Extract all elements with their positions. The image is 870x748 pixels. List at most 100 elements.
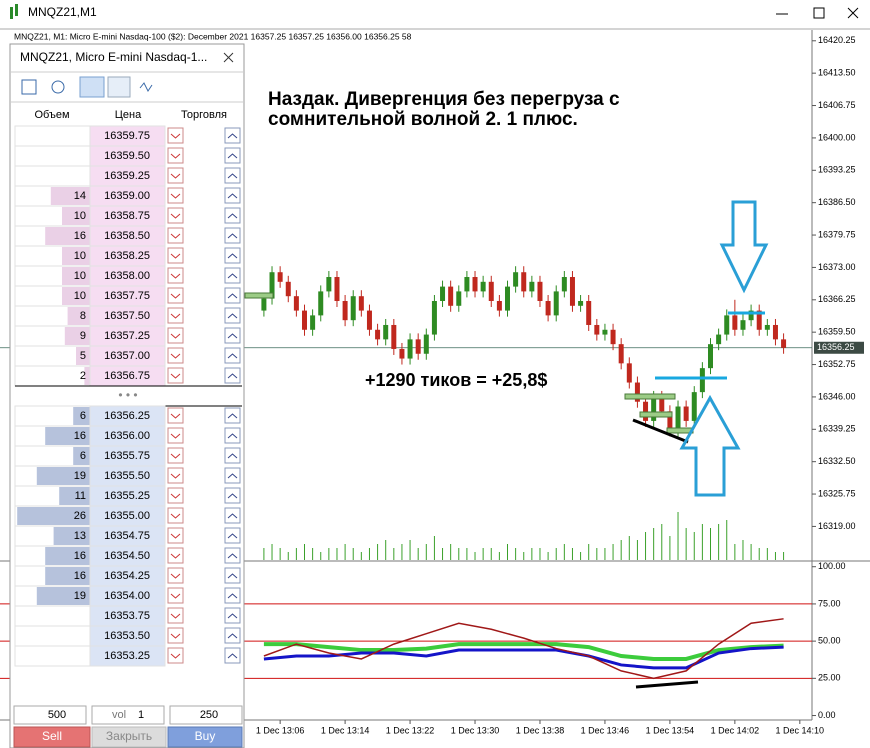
candle-body: [342, 300, 348, 321]
sell-button[interactable]: [167, 327, 184, 344]
volume-text: 6: [80, 410, 86, 422]
sell-button[interactable]: [167, 287, 184, 304]
buy-button[interactable]: [224, 487, 241, 504]
buy-button[interactable]: [224, 527, 241, 544]
sell-icon: [170, 433, 181, 439]
buy-button[interactable]: [224, 227, 241, 244]
sell-button[interactable]: [167, 547, 184, 564]
sell-button[interactable]: [167, 127, 184, 144]
sell-button[interactable]: [167, 307, 184, 324]
buy-button[interactable]: [224, 407, 241, 424]
sell-button[interactable]: [167, 487, 184, 504]
buy-button[interactable]: [224, 467, 241, 484]
buy-button[interactable]: [224, 167, 241, 184]
buy-button[interactable]: [224, 307, 241, 324]
sell-button[interactable]: [167, 167, 184, 184]
sell-button[interactable]: [167, 447, 184, 464]
volume-bar: [76, 347, 90, 365]
buy-button[interactable]: Buy: [195, 729, 216, 743]
buy-button[interactable]: [224, 567, 241, 584]
buy-button[interactable]: [224, 547, 241, 564]
candle-body: [383, 324, 389, 340]
candle-body: [350, 296, 356, 321]
price-text: 16353.25: [104, 650, 150, 662]
sell-button[interactable]: [167, 647, 184, 664]
sell-button[interactable]: [167, 607, 184, 624]
buy-button[interactable]: [224, 367, 241, 384]
column-header: Торговля: [181, 109, 227, 121]
price-text: 16356.75: [104, 370, 150, 382]
candle-body: [545, 300, 551, 316]
price-text: 16355.50: [104, 470, 150, 482]
y-tick-label: 16319.00: [818, 521, 856, 531]
volume-text: 10: [74, 290, 86, 302]
buy-button[interactable]: [224, 267, 241, 284]
buy-button[interactable]: [224, 127, 241, 144]
sell-icon: [170, 173, 181, 179]
close-button[interactable]: [223, 52, 234, 63]
buy-button[interactable]: [224, 247, 241, 264]
candle-body: [716, 334, 722, 345]
sell-icon: [170, 373, 181, 379]
buy-icon: [227, 433, 238, 439]
buy-button[interactable]: [224, 587, 241, 604]
sell-button[interactable]: [167, 367, 184, 384]
mode-select[interactable]: vol: [112, 709, 126, 721]
sell-button[interactable]: [167, 267, 184, 284]
sell-button[interactable]: [167, 567, 184, 584]
lot-input[interactable]: 500: [48, 709, 66, 721]
depth-input[interactable]: 250: [200, 709, 218, 721]
volume-input[interactable]: 1: [138, 709, 144, 721]
y-tick-label: 16359.50: [818, 327, 856, 337]
buy-icon: [227, 193, 238, 199]
sell-button[interactable]: [167, 587, 184, 604]
zone: [639, 411, 673, 418]
price-text: 16359.25: [104, 170, 150, 182]
buy-button[interactable]: [224, 347, 241, 364]
candle-body: [407, 339, 413, 359]
buy-button[interactable]: [224, 327, 241, 344]
sell-button[interactable]: [167, 347, 184, 364]
sell-button[interactable]: [167, 527, 184, 544]
controls[interactable]: 500 vol 1 250 Sell Закрыть Buy: [13, 705, 243, 748]
buy-icon: [227, 653, 238, 659]
buy-button[interactable]: [224, 287, 241, 304]
buy-button[interactable]: [224, 507, 241, 524]
price-text: 16355.25: [104, 490, 150, 502]
close-position-button[interactable]: Закрыть: [106, 729, 152, 743]
buy-button[interactable]: [224, 627, 241, 644]
sell-button[interactable]: [167, 147, 184, 164]
buy-button[interactable]: [224, 187, 241, 204]
candle-body: [375, 329, 381, 340]
window-controls[interactable]: [776, 7, 859, 19]
sell-button[interactable]: [167, 407, 184, 424]
volume-text: 6: [80, 450, 86, 462]
sell-button[interactable]: [167, 187, 184, 204]
sell-button[interactable]: [167, 467, 184, 484]
sell-button[interactable]: [167, 207, 184, 224]
sell-button[interactable]: [167, 247, 184, 264]
sell-button[interactable]: [167, 507, 184, 524]
order-book: 16359.75 16359.50 16359.25 14 16359.00 10 1635…: [14, 125, 242, 667]
sell-button[interactable]: Sell: [42, 729, 62, 743]
x-tick-label: 1 Dec 13:30: [451, 725, 500, 735]
candle-body: [521, 272, 527, 292]
buy-button[interactable]: [224, 207, 241, 224]
candle-body: [618, 344, 624, 364]
buy-button[interactable]: [224, 427, 241, 444]
buy-button[interactable]: [224, 147, 241, 164]
sell-button[interactable]: [167, 227, 184, 244]
trend-line: [635, 680, 699, 689]
buy-button[interactable]: [224, 447, 241, 464]
candle-body: [578, 300, 584, 306]
buy-button[interactable]: [224, 607, 241, 624]
volume-text: 14: [74, 190, 86, 202]
buy-icon: [227, 473, 238, 479]
sell-button[interactable]: [167, 427, 184, 444]
buy-icon: [227, 373, 238, 379]
y-tick-label: 16400.00: [818, 132, 856, 142]
volume-cell: [14, 645, 91, 667]
buy-button[interactable]: [224, 647, 241, 664]
sell-button[interactable]: [167, 627, 184, 644]
toolbar[interactable]: [21, 76, 153, 98]
